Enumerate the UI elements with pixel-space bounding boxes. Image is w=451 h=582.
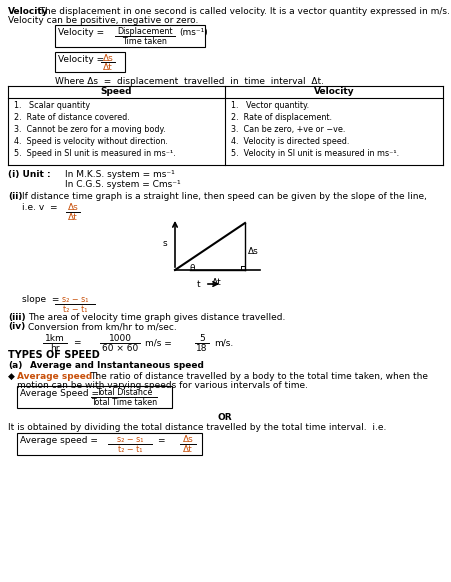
Bar — [55, 25, 205, 47]
Text: In M.K.S. system = ms⁻¹: In M.K.S. system = ms⁻¹ — [65, 170, 175, 179]
Text: Conversion from km/hr to m/sec.: Conversion from km/hr to m/sec. — [28, 322, 177, 331]
Text: Velocity =: Velocity = — [58, 28, 107, 37]
Text: Displacement: Displacement — [117, 27, 173, 36]
Text: Speed: Speed — [101, 87, 132, 97]
Text: 1000: 1000 — [109, 334, 132, 343]
Text: slope  =: slope = — [22, 295, 62, 304]
Text: Time taken: Time taken — [123, 37, 167, 46]
Text: s: s — [162, 240, 167, 249]
Text: Average speed :: Average speed : — [17, 372, 99, 381]
Text: Average speed =: Average speed = — [20, 436, 101, 445]
Text: 4.  Velocity is directed speed.: 4. Velocity is directed speed. — [231, 137, 350, 146]
Text: Velocity can be positive, negative or zero.: Velocity can be positive, negative or ze… — [8, 16, 198, 25]
Text: If distance time graph is a straight line, then speed can be given by the slope : If distance time graph is a straight lin… — [22, 192, 427, 201]
Text: t₂ − t₁: t₂ − t₁ — [118, 445, 142, 454]
Text: Δs: Δs — [183, 435, 193, 444]
Text: 1.   Scalar quantity: 1. Scalar quantity — [14, 101, 90, 110]
Text: (a): (a) — [8, 361, 23, 370]
Text: 1km: 1km — [45, 334, 65, 343]
Text: The area of velocity time graph gives distance travelled.: The area of velocity time graph gives di… — [28, 313, 285, 322]
Text: 5.  Speed in SI unit is measured in ms⁻¹.: 5. Speed in SI unit is measured in ms⁻¹. — [14, 149, 176, 158]
Text: Δs: Δs — [103, 54, 113, 63]
Text: t: t — [196, 280, 200, 289]
Text: The ratio of distance travelled by a body to the total time taken, when the: The ratio of distance travelled by a bod… — [90, 372, 428, 381]
Text: (iii): (iii) — [8, 313, 26, 322]
Text: (i) Unit :: (i) Unit : — [8, 170, 51, 179]
Text: 18: 18 — [196, 344, 208, 353]
Text: 60 × 60: 60 × 60 — [102, 344, 138, 353]
Text: 5.  Velocity in SI unit is measured in ms⁻¹.: 5. Velocity in SI unit is measured in ms… — [231, 149, 399, 158]
Text: Velocity: Velocity — [314, 87, 354, 97]
Text: 1.   Vector quantity.: 1. Vector quantity. — [231, 101, 309, 110]
Text: Average Speed =: Average Speed = — [20, 389, 102, 398]
Text: Δs: Δs — [248, 247, 259, 255]
Text: 4.  Speed is velocity without direction.: 4. Speed is velocity without direction. — [14, 137, 168, 146]
Text: In C.G.S. system = Cms⁻¹: In C.G.S. system = Cms⁻¹ — [65, 180, 180, 189]
Text: Total Distance: Total Distance — [96, 388, 152, 397]
Text: Total Time taken: Total Time taken — [91, 398, 157, 407]
Text: m/s.: m/s. — [214, 338, 233, 347]
Text: 2.  Rate of displacement.: 2. Rate of displacement. — [231, 113, 332, 122]
Text: t₂ − t₁: t₂ − t₁ — [63, 305, 87, 314]
Text: Velocity: Velocity — [8, 7, 49, 16]
Text: m/s =: m/s = — [145, 338, 172, 347]
Text: =: = — [157, 436, 165, 445]
Text: 3.  Cannot be zero for a moving body.: 3. Cannot be zero for a moving body. — [14, 125, 166, 134]
Text: Velocity =: Velocity = — [58, 55, 107, 64]
Text: Δt: Δt — [183, 445, 193, 454]
Text: Δt: Δt — [212, 278, 222, 287]
Text: 2.  Rate of distance covered.: 2. Rate of distance covered. — [14, 113, 130, 122]
Text: Average and Instantaneous speed: Average and Instantaneous speed — [30, 361, 204, 370]
Text: hr: hr — [50, 344, 60, 353]
Text: =: = — [73, 338, 80, 347]
Text: It is obtained by dividing the total distance travelled by the total time interv: It is obtained by dividing the total dis… — [8, 423, 387, 432]
Text: Δs: Δs — [68, 203, 78, 212]
Text: i.e. v  =: i.e. v = — [22, 203, 57, 212]
Text: ◆: ◆ — [8, 372, 15, 381]
Text: (iv): (iv) — [8, 322, 25, 331]
Bar — [55, 52, 125, 72]
Text: TYPES OF SPEED: TYPES OF SPEED — [8, 350, 100, 360]
Text: : The displacement in one second is called velocity. It is a vector quantity exp: : The displacement in one second is call… — [8, 7, 450, 16]
Text: OR: OR — [218, 413, 232, 422]
Bar — [17, 433, 202, 455]
Text: motion can be with varying speeds for various intervals of time.: motion can be with varying speeds for va… — [17, 381, 308, 390]
Text: s₂ − s₁: s₂ − s₁ — [62, 295, 88, 304]
Text: Where Δs  =  displacement  travelled  in  time  interval  Δt.: Where Δs = displacement travelled in tim… — [55, 77, 324, 86]
Text: θ: θ — [189, 264, 194, 273]
Text: (ii): (ii) — [8, 192, 23, 201]
Text: (ms⁻¹): (ms⁻¹) — [179, 28, 208, 37]
Text: Δt: Δt — [68, 213, 78, 222]
Text: Δt: Δt — [103, 63, 113, 72]
Bar — [17, 386, 172, 408]
Text: s₂ − s₁: s₂ − s₁ — [117, 435, 143, 444]
Text: 5: 5 — [199, 334, 205, 343]
Text: 3.  Can be zero, +ve or −ve.: 3. Can be zero, +ve or −ve. — [231, 125, 345, 134]
